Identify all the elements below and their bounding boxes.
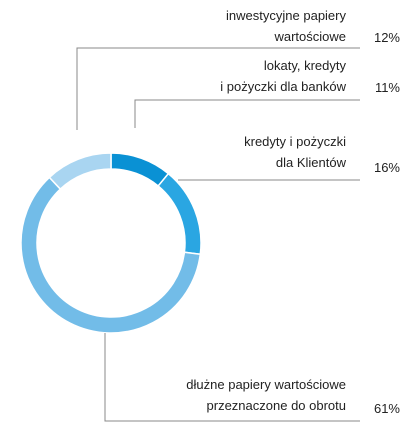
category-label: lokaty, kredyty <box>264 58 347 73</box>
value-label: 61% <box>374 401 400 416</box>
category-label: inwestycyjne papiery <box>226 8 346 23</box>
value-label: 12% <box>374 30 400 45</box>
category-label: wartościowe <box>273 29 346 44</box>
value-label: 11% <box>375 80 400 95</box>
value-label: 16% <box>374 160 400 175</box>
leader-line <box>104 333 360 422</box>
category-label: dla Klientów <box>276 155 347 170</box>
category-label: dłużne papiery wartościowe <box>186 377 346 392</box>
category-label: i pożyczki dla banków <box>220 79 346 94</box>
donut-segment <box>157 172 202 256</box>
leader-line <box>134 99 360 128</box>
leader-line <box>76 47 360 130</box>
category-label: kredyty i pożyczki <box>244 134 346 149</box>
donut-segment <box>110 152 170 188</box>
donut-segment <box>48 152 112 191</box>
category-label: przeznaczone do obrotu <box>207 398 346 413</box>
